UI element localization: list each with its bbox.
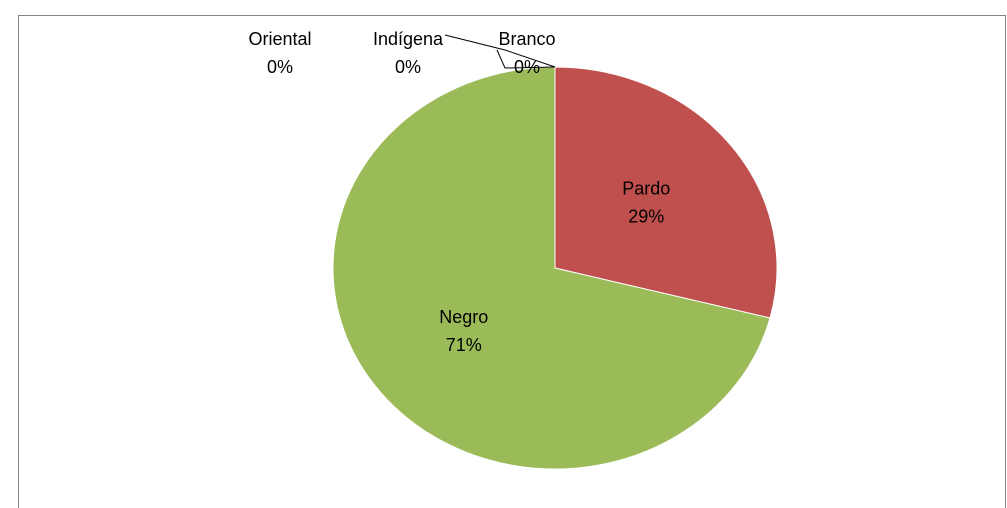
value-label: 71% [446, 335, 482, 355]
category-label: Indígena [373, 29, 444, 49]
value-label: 0% [267, 57, 293, 77]
pie [332, 66, 778, 470]
pie-slice [554, 66, 778, 319]
value-label: 0% [395, 57, 421, 77]
category-label: Pardo [622, 179, 670, 199]
leader-line [444, 34, 556, 68]
value-label: 0% [514, 57, 540, 77]
category-label: Branco [498, 29, 555, 49]
category-label: Oriental [248, 29, 311, 49]
leader-line [496, 49, 556, 69]
category-label: Negro [439, 307, 488, 327]
data-labels: Branco 0% Pardo 29% Negro 71% Indígena 0% Orient… [248, 29, 670, 355]
pie-slice [332, 66, 771, 470]
value-label: 29% [628, 207, 664, 227]
